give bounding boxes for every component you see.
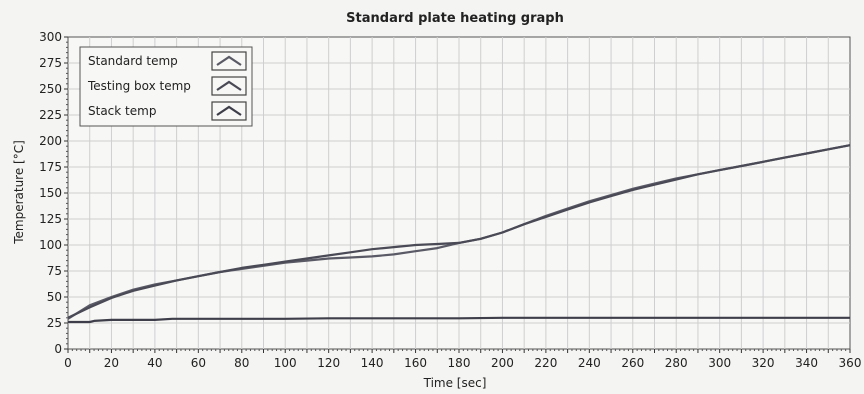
y-axis-label: Temperature [°C]: [12, 140, 26, 245]
y-tick-label: 175: [39, 160, 62, 174]
chart-title: Standard plate heating graph: [346, 11, 564, 26]
y-tick-label: 275: [39, 56, 62, 70]
x-tick-label: 280: [665, 356, 688, 370]
x-tick-label: 160: [404, 356, 427, 370]
y-tick-label: 300: [39, 30, 62, 44]
x-tick-label: 320: [752, 356, 775, 370]
x-tick-label: 240: [578, 356, 601, 370]
x-axis: 0 20 40 60 80 100 120 140 160 180 200 220 240 260 280 3…: [64, 349, 861, 370]
series-line-3: [68, 316, 850, 324]
x-tick-label: 140: [361, 356, 384, 370]
y-tick-label: 225: [39, 108, 62, 122]
y-tick-label: 200: [39, 134, 62, 148]
y-tick-label: 250: [39, 82, 62, 96]
y-tick-label: 100: [39, 238, 62, 252]
y-tick-label: 75: [47, 264, 62, 278]
x-tick-label: 20: [104, 356, 119, 370]
y-tick-label: 25: [47, 316, 62, 330]
x-tick-label: 200: [491, 356, 514, 370]
legend-swatch-box: [211, 76, 247, 96]
legend-swatch-line: [216, 55, 242, 66]
x-tick-label: 100: [274, 356, 297, 370]
legend-swatch-line: [216, 105, 242, 116]
legend-swatch-box: [211, 101, 247, 121]
x-tick-label: 340: [795, 356, 818, 370]
x-tick-label: 60: [191, 356, 206, 370]
series-line-2: [67, 144, 851, 319]
y-axis: 0 25 50 75 100 125 150 175 200 225 250 275 300: [39, 30, 68, 356]
y-tick-label: 0: [54, 342, 62, 356]
legend-label: Testing box temp: [87, 79, 191, 93]
series-lines: [67, 144, 851, 324]
legend-swatch-box: [211, 51, 247, 71]
x-tick-label: 360: [839, 356, 862, 370]
x-tick-label: 180: [448, 356, 471, 370]
legend-swatch-line: [216, 80, 242, 91]
x-axis-label: Time [sec]: [423, 376, 487, 390]
x-tick-label: 80: [234, 356, 249, 370]
y-tick-label: 50: [47, 290, 62, 304]
x-tick-label: 260: [621, 356, 644, 370]
x-tick-label: 120: [317, 356, 340, 370]
legend-label: Standard temp: [88, 54, 178, 68]
legend-label: Stack temp: [88, 104, 156, 118]
y-tick-label: 125: [39, 212, 62, 226]
x-tick-label: 40: [147, 356, 162, 370]
x-tick-label: 300: [708, 356, 731, 370]
y-tick-label: 150: [39, 186, 62, 200]
legend: Standard temp Testing box temp Stack temp: [79, 46, 253, 127]
x-tick-label: 0: [64, 356, 72, 370]
x-tick-label: 220: [534, 356, 557, 370]
